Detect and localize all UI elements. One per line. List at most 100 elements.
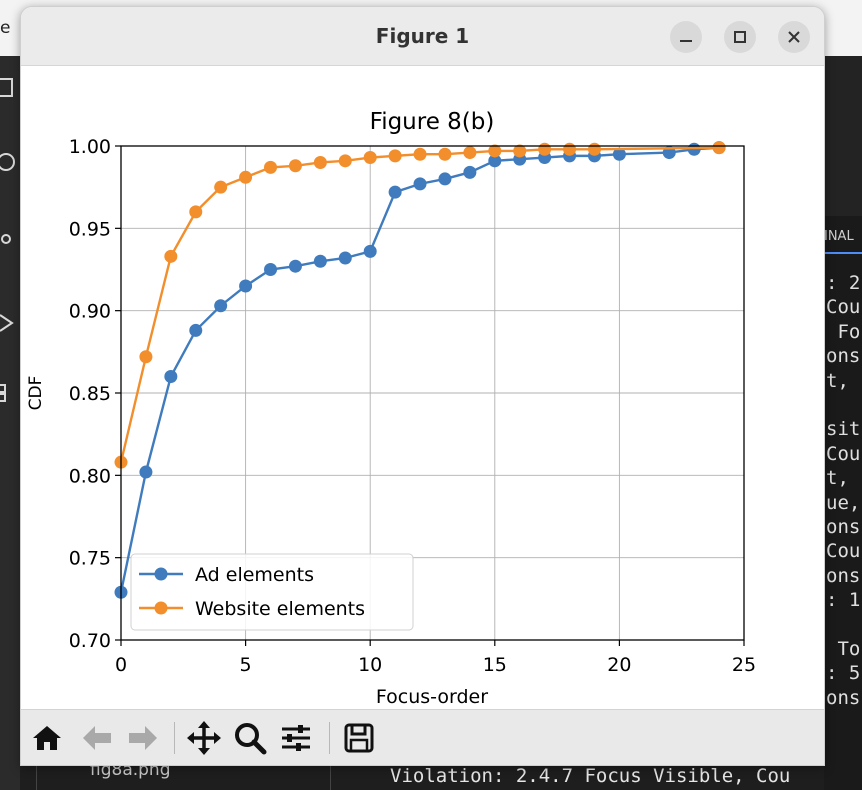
data-point [189,205,203,219]
x-tick-label: 15 [483,654,507,676]
y-tick-label: 0.75 [69,548,111,570]
navigation-toolbar [21,709,824,765]
terminal-line: t, [826,369,861,392]
data-point [363,244,377,258]
home-icon[interactable] [29,720,65,756]
data-point [264,160,278,174]
close-button[interactable] [778,21,810,53]
activity-bar [0,56,20,790]
x-tick-label: 5 [240,654,252,676]
data-point [563,142,577,156]
data-point [612,147,626,161]
legend-box [130,553,414,631]
data-point [413,147,427,161]
terminal-line: ons [826,345,861,368]
terminal-tab[interactable]: INAL [824,222,862,254]
series-line [119,146,720,593]
data-point [214,180,228,194]
zoom-icon[interactable] [232,720,268,756]
legend-label: Ad elements [195,564,314,586]
forward-arrow-icon[interactable] [125,720,161,756]
terminal-bottom-line: Violation: 2.4.7 Focus Visible, Cou [390,765,791,787]
y-tick-label: 0.90 [69,301,111,323]
chart-title: Figure 8(b) [370,109,495,135]
save-icon[interactable] [341,720,377,756]
figure-window: Figure 1 Figure 8(b) [20,6,825,766]
terminal-line: ons [826,516,861,538]
data-point [264,263,278,276]
terminal-line: : 2 [826,272,861,294]
data-point [239,170,253,184]
y-tick-label: 0.95 [69,218,111,240]
data-point [338,154,352,168]
configure-subplots-icon[interactable] [278,720,314,756]
data-point [463,146,477,160]
figure-canvas[interactable]: Figure 8(b) 0.70 0.75 0.80 0.85 0.90 0.95 1.00… [21,66,824,709]
terminal-line: sit [826,418,861,441]
data-point [712,141,726,155]
data-point [687,142,701,156]
data-point [139,350,153,364]
data-point [538,142,552,156]
window-titlebar[interactable]: Figure 1 [21,7,824,66]
source-control-icon[interactable] [0,231,18,255]
plot-frame [120,145,745,641]
back-arrow-icon[interactable] [79,720,115,756]
terminal-line: : 1 [826,589,861,612]
data-point [139,465,153,479]
data-point [438,172,452,186]
y-tick-label: 0.70 [69,630,111,652]
data-series [114,141,726,599]
terminal-line: ons [826,564,861,587]
data-point [313,155,327,169]
data-point [388,149,402,163]
maximize-icon [734,31,746,43]
terminal-line: : 5 [826,662,861,685]
y-tick-label: 0.80 [69,465,111,487]
x-tick-label: 25 [732,654,756,676]
minimize-button[interactable] [670,21,702,53]
data-point [239,279,253,293]
minimize-icon [680,40,692,42]
data-point [313,254,327,268]
data-point [488,154,502,168]
window-title: Figure 1 [375,24,470,48]
run-debug-icon[interactable] [0,311,18,335]
y-tick-label: 1.00 [69,136,111,158]
data-point [288,159,302,173]
data-point [463,165,477,179]
close-icon [788,31,800,43]
data-point [214,299,228,313]
data-point [164,249,178,263]
terminal-line: ons [826,686,861,709]
extensions-icon[interactable] [0,381,18,405]
data-point [388,185,402,199]
editor-title-fragment: e [0,18,11,38]
data-point [189,323,203,337]
series-website-elements [114,141,726,469]
y-axis-ticks: 0.70 0.75 0.80 0.85 0.90 0.95 1.00 [69,136,121,652]
x-tick-label: 0 [115,654,127,676]
search-icon[interactable] [0,151,18,175]
files-icon[interactable] [0,76,18,100]
x-tick-label: 10 [358,654,382,676]
data-point [587,142,601,156]
x-axis-label: Focus-order [376,686,488,708]
data-point [438,147,452,161]
data-point [488,144,502,158]
data-point [363,151,377,165]
x-axis-ticks: 0 5 10 15 20 25 [115,640,756,676]
terminal-line: Cou [826,296,861,319]
pan-icon[interactable] [186,720,222,756]
data-point [164,370,178,384]
series-line [119,146,720,463]
data-point [513,144,527,158]
terminal-line: To [826,638,861,660]
chart-legend: Ad elements Website elements [130,553,414,631]
x-tick-label: 20 [607,654,631,676]
maximize-button[interactable] [724,21,756,53]
data-point [288,259,302,273]
y-tick-label: 0.85 [69,383,111,405]
terminal-line: Fo [826,320,861,343]
